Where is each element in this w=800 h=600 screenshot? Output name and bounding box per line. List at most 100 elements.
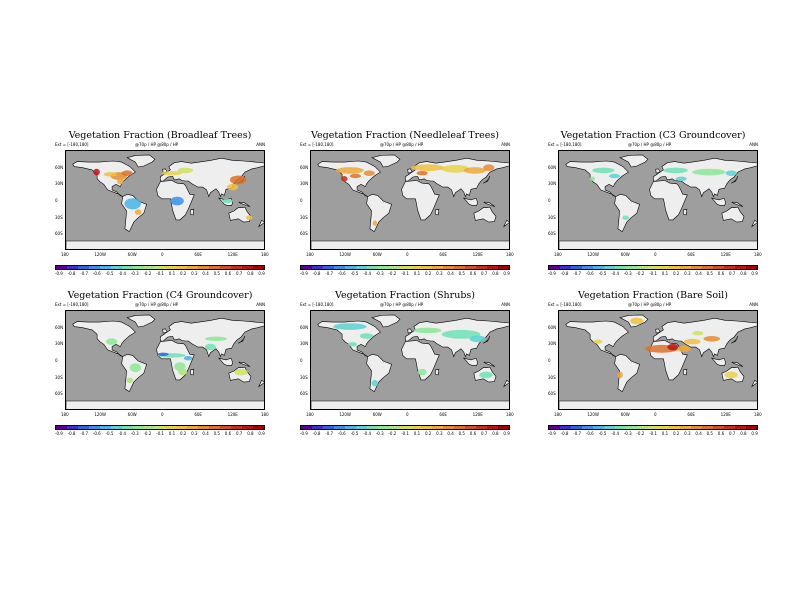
vegetation-patch — [178, 368, 188, 376]
lat-label: 60S — [55, 231, 63, 237]
colorbar-tick-label: -0.5 — [350, 271, 359, 276]
lat-label: 60N — [548, 164, 557, 170]
colorbar-swatch — [603, 266, 615, 269]
colorbar-swatch — [355, 426, 367, 429]
colorbar-tick-label: -0.1 — [649, 431, 657, 436]
lat-label: 60N — [548, 324, 557, 330]
colorbar-swatch — [88, 266, 100, 269]
vegetation-patch — [134, 209, 142, 215]
colorbar-tick-label: 0.2 — [179, 271, 187, 276]
world-map — [310, 150, 510, 250]
colorbar-swatch — [220, 426, 232, 429]
colorbar-swatch — [165, 426, 177, 429]
colorbar-swatch — [253, 426, 265, 429]
vegetation-patch — [479, 371, 493, 379]
colorbar-tick-label: -0.3 — [375, 431, 384, 436]
map-svg — [559, 154, 757, 249]
landmass-12 — [751, 219, 757, 228]
vegetation-patch — [703, 336, 721, 342]
colorbar-tick-label: -0.2 — [636, 271, 645, 276]
colorbar-tick-label: -0.6 — [585, 431, 594, 436]
colorbar-tick-label: 0.9 — [503, 431, 510, 436]
colorbar-swatch — [56, 426, 67, 429]
colorbar-tick-label: 0.7 — [235, 431, 243, 436]
landmass-8 — [238, 361, 251, 367]
panel-meta-left: Ext = [-180,180] — [55, 142, 89, 147]
colorbar-swatch — [198, 426, 210, 429]
map-panel-c4: Vegetation Fraction (C4 Groundcover) Ext … — [55, 290, 275, 460]
colorbar — [548, 265, 758, 270]
vegetation-patch — [592, 167, 615, 174]
colorbar-swatch — [735, 266, 747, 269]
colorbar-tick-label: -0.2 — [143, 431, 152, 436]
world-map — [65, 150, 265, 250]
lat-label: 60N — [55, 164, 64, 170]
landmass-2 — [614, 193, 640, 233]
landmass-1 — [371, 154, 401, 168]
colorbar-swatch — [614, 266, 626, 269]
landmass-4 — [401, 180, 440, 221]
lon-label: 0 — [654, 252, 657, 257]
vegetation-patch — [174, 362, 186, 371]
lon-label: 120W — [94, 252, 106, 257]
colorbar-swatch — [77, 426, 89, 429]
colorbar-swatch — [322, 426, 334, 429]
colorbar-tick-label: 0.7 — [480, 271, 488, 276]
colorbar-tick-label: -0.6 — [337, 271, 346, 276]
lon-label: 0 — [654, 412, 657, 417]
colorbar-tick-label: -0.1 — [649, 271, 657, 276]
landmass-1 — [371, 314, 401, 328]
panel-meta-mid: @70p / HP @80p / HP — [628, 302, 672, 307]
colorbar-swatch — [592, 426, 604, 429]
colorbar-swatch — [549, 426, 560, 429]
lon-label: 120W — [339, 252, 351, 257]
colorbar-tick-label: -0.4 — [611, 271, 620, 276]
colorbar-swatch — [432, 266, 444, 269]
colorbar-tick-label: -0.5 — [105, 431, 114, 436]
vegetation-patch — [363, 170, 375, 176]
lon-label: 120E — [227, 412, 238, 417]
colorbar-tick-label: 0.1 — [413, 431, 421, 436]
vegetation-patch — [106, 338, 118, 345]
colorbar-tick-label: -0.2 — [143, 271, 152, 276]
lon-label: 180 — [754, 252, 762, 257]
lat-label: 60N — [55, 324, 64, 330]
colorbar-swatch — [549, 266, 560, 269]
vegetation-patch — [204, 343, 216, 351]
colorbar-swatch — [132, 426, 144, 429]
panel-meta-right: ANN — [256, 142, 265, 147]
colorbar-tick-label: -0.4 — [363, 271, 372, 276]
vegetation-patch — [692, 168, 726, 176]
lon-label: 120W — [587, 252, 599, 257]
vegetation-patch — [617, 371, 623, 379]
colorbar-swatch — [746, 266, 758, 269]
landmass-7 — [462, 197, 479, 206]
colorbar-tick-label: 0.3 — [436, 431, 443, 436]
landmass-11 — [435, 208, 440, 216]
map-panel-bare: Vegetation Fraction (Bare Soil) Ext = [-1… — [548, 290, 768, 460]
colorbar-swatch — [476, 426, 488, 429]
colorbar-tick-label: -0.7 — [325, 271, 334, 276]
landmass-6 — [559, 400, 757, 409]
colorbar-swatch — [66, 426, 78, 429]
panel-meta-mid: @70p / HP @80p / HP — [628, 142, 672, 147]
lon-label: 180 — [306, 412, 314, 417]
vegetation-patch — [413, 327, 442, 334]
colorbar-tick-label: 0.4 — [447, 271, 454, 276]
colorbar-swatch — [691, 266, 703, 269]
colorbar-tick-label: 0.1 — [661, 271, 669, 276]
vegetation-patch — [129, 363, 141, 373]
colorbar-tick-label: 0.6 — [224, 271, 232, 276]
landmass-7 — [217, 357, 234, 366]
vegetation-patch — [372, 220, 378, 226]
colorbar-tick-label: -0.3 — [130, 431, 139, 436]
colorbar-tick-label: 0.7 — [728, 271, 736, 276]
vegetation-patch — [229, 175, 247, 185]
panel-meta-left: Ext = [-180,180] — [300, 302, 334, 307]
landmass-0 — [317, 320, 381, 357]
colorbar-swatch — [498, 426, 510, 429]
colorbar-swatch — [301, 266, 312, 269]
vegetation-patch — [177, 167, 194, 174]
colorbar-tick-label: 0.9 — [258, 431, 265, 436]
vegetation-patch — [93, 168, 100, 176]
